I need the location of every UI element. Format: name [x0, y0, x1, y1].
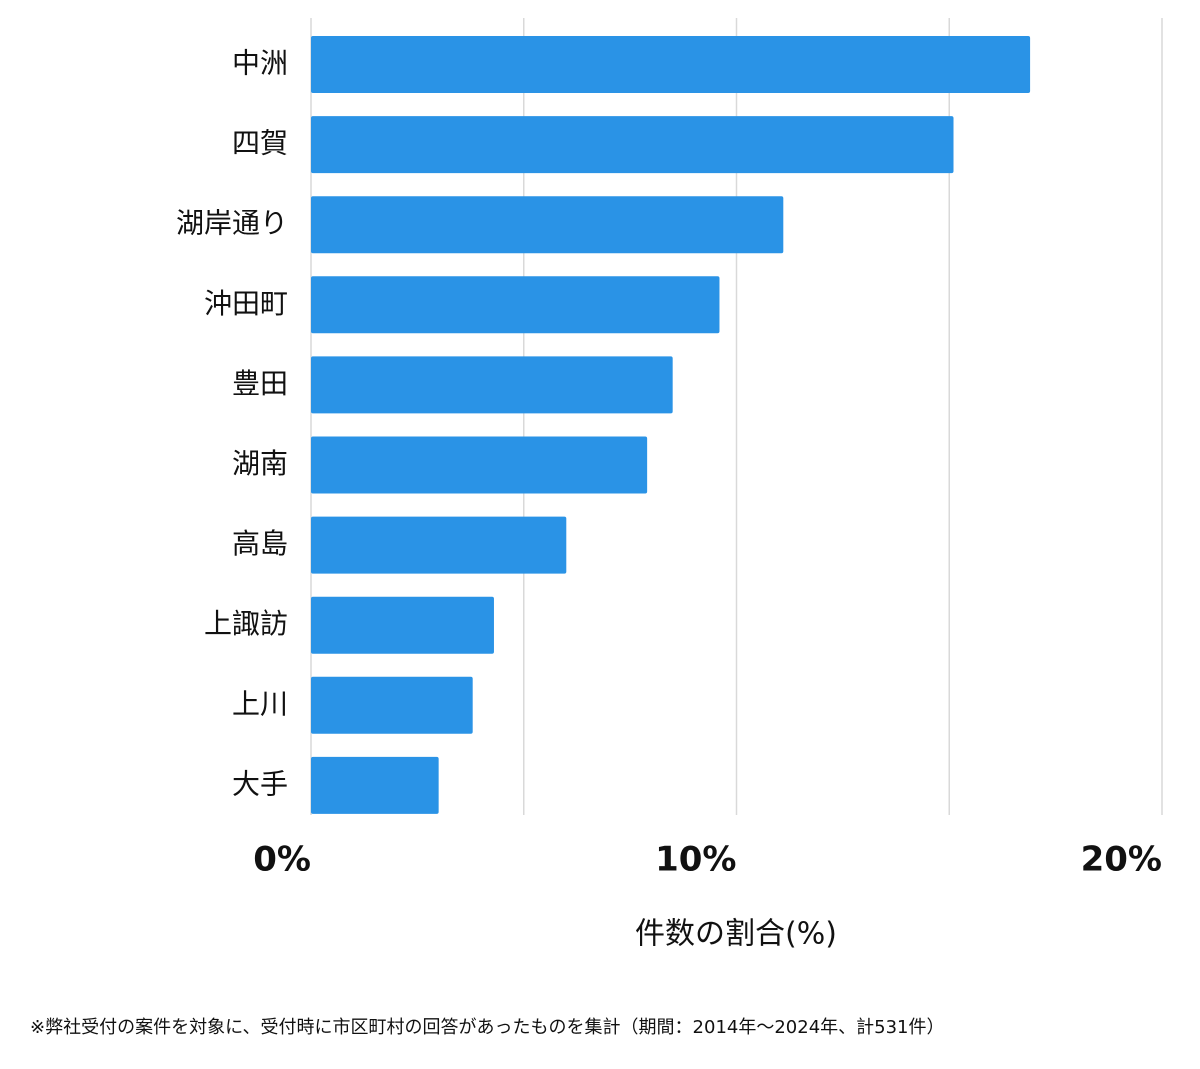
x-tick-label: 20% [1081, 840, 1162, 880]
y-tick-label: 四賀 [232, 127, 288, 160]
y-tick-label: 中洲 [232, 47, 288, 80]
bar [311, 676, 473, 734]
bar [311, 756, 439, 814]
y-tick-label: 上川 [232, 687, 288, 720]
bar [311, 436, 648, 494]
y-tick-label: 湖岸通り [176, 207, 288, 240]
y-tick-label: 上諏訪 [204, 607, 288, 640]
y-tick-label: 沖田町 [204, 287, 288, 320]
footnote: ※弊社受付の案件を対象に、受付時に市区町村の回答があったものを集計（期間：201… [30, 1017, 945, 1038]
bar [311, 36, 1031, 93]
bar [311, 276, 720, 334]
bar [311, 596, 494, 654]
y-tick-label: 豊田 [232, 367, 288, 400]
x-tick-label: 10% [655, 840, 736, 880]
x-axis-title: 件数の割合(%) [635, 917, 837, 952]
y-tick-label: 高島 [232, 527, 288, 560]
x-tick-label: 0% [253, 840, 311, 880]
bar [311, 516, 567, 574]
bar [311, 116, 954, 174]
bar [311, 356, 673, 414]
y-tick-label: 湖南 [232, 447, 288, 480]
bar [311, 196, 784, 254]
y-tick-label: 大手 [232, 767, 288, 800]
